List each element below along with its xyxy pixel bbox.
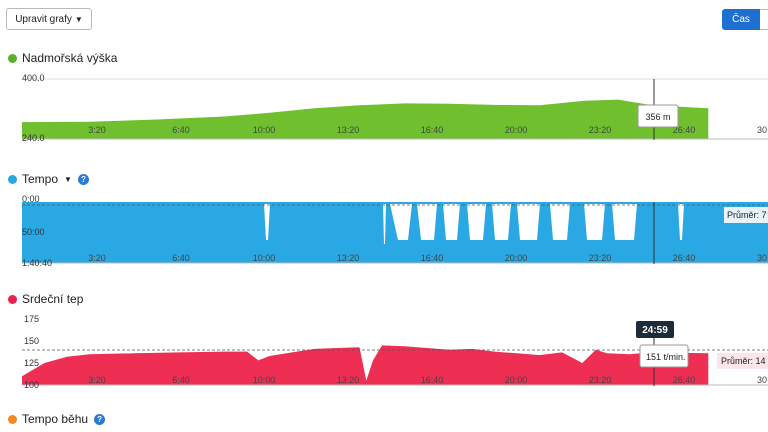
x-tick-label: 16:40 <box>421 375 444 385</box>
x-tick-label: 23:20 <box>589 375 612 385</box>
pace-gap <box>467 204 486 240</box>
pace-chart-svg: 0:00 50:00 1:40:40 3:20 6:40 10:00 13:20 16:… <box>22 194 768 266</box>
pace-gaps <box>264 204 684 244</box>
pace-y-label-mid: 50:00 <box>22 227 45 237</box>
x-tick-label: 26:40 <box>673 375 696 385</box>
pace-gap <box>264 204 270 240</box>
pace-gap <box>584 204 605 240</box>
x-tick-label: 10:00 <box>253 253 276 263</box>
pace-gap <box>492 204 511 240</box>
x-tick-label: 20:00 <box>505 375 528 385</box>
heart-rate-y-label-100: 100 <box>24 380 39 390</box>
elevation-ymax-label: 400.0 <box>22 73 45 83</box>
heart-rate-y-label-125: 125 <box>24 358 39 368</box>
x-tick-label: 13:20 <box>337 125 360 135</box>
pace-title: Tempo <box>22 172 59 186</box>
x-tick-label: 6:40 <box>172 253 190 263</box>
heart-rate-header: Srdeční tep <box>8 292 83 306</box>
x-tick-label: 16:40 <box>421 253 444 263</box>
x-tick-label: 30 <box>757 375 767 385</box>
heart-rate-chart[interactable]: 175 150 125 100 3:20 6:40 10:00 13:20 16:40 2… <box>0 312 768 390</box>
x-tick-label: 3:20 <box>88 375 106 385</box>
pace-average-label: Průměr: 7 <box>727 210 767 220</box>
heart-rate-time-badge <box>636 321 674 338</box>
elevation-chart-svg: 400.0 240.0 3:20 6:40 10:00 13:20 16:40 20:00… <box>22 73 768 142</box>
view-distance-button[interactable] <box>760 9 768 30</box>
elevation-chart[interactable]: 400.0 240.0 3:20 6:40 10:00 13:20 16:40 20:00… <box>0 72 768 142</box>
pace-chart[interactable]: 0:00 50:00 1:40:40 3:20 6:40 10:00 13:20 16:… <box>0 194 768 266</box>
running-pace-dot-icon <box>8 414 17 424</box>
caret-down-icon: ▼ <box>74 14 83 24</box>
x-tick-label: 13:20 <box>337 253 360 263</box>
elevation-area <box>22 99 709 139</box>
heart-rate-dot-icon <box>8 294 17 304</box>
heart-rate-cursor-time: 24:59 <box>642 325 668 336</box>
x-tick-label: 10:00 <box>253 125 276 135</box>
x-tick-label: 16:40 <box>421 125 444 135</box>
caret-down-icon[interactable]: ▼ <box>64 174 72 184</box>
heart-rate-area <box>22 345 709 385</box>
pace-gap <box>383 204 386 244</box>
elevation-header: Nadmořská výška <box>8 51 117 65</box>
pace-average-badge <box>724 207 768 223</box>
elevation-ymin-label: 240.0 <box>22 133 45 142</box>
view-toggle: Čas <box>722 9 768 30</box>
x-tick-label: 26:40 <box>673 253 696 263</box>
x-tick-label: 3:20 <box>88 253 106 263</box>
elevation-tooltip-box <box>637 104 679 128</box>
pace-gap <box>443 204 460 240</box>
pace-gap <box>612 204 637 240</box>
edit-charts-label: Upravit grafy <box>15 13 72 25</box>
running-pace-title: Tempo běhu <box>22 412 89 426</box>
x-tick-label: 20:00 <box>505 125 528 135</box>
pace-dot-icon <box>8 174 17 184</box>
x-tick-label: 23:20 <box>589 125 612 135</box>
heart-rate-y-label-150: 150 <box>24 336 39 346</box>
elevation-tooltip-value: 356 m <box>645 112 670 122</box>
pace-y-label-bottom: 1:40:40 <box>22 258 52 266</box>
x-tick-label: 30 <box>757 253 767 263</box>
x-tick-label: 6:40 <box>172 375 190 385</box>
pace-gap <box>678 204 684 240</box>
running-pace-header: Tempo běhu ? <box>8 412 106 426</box>
pace-gap <box>550 204 570 240</box>
x-tick-label: 13:20 <box>337 375 360 385</box>
heart-rate-tooltip-box <box>639 344 689 368</box>
help-icon[interactable]: ? <box>94 413 106 425</box>
pace-y-label-top: 0:00 <box>22 194 40 204</box>
help-icon[interactable]: ? <box>77 173 89 185</box>
heart-rate-y-label-175: 175 <box>24 314 39 324</box>
x-tick-label: 20:00 <box>505 253 528 263</box>
view-time-button[interactable]: Čas <box>722 9 760 30</box>
x-tick-label: 23:20 <box>589 253 612 263</box>
heart-rate-tooltip-value: 151 t/min. <box>646 352 686 362</box>
elevation-dot-icon <box>8 53 17 63</box>
x-tick-label: 30 <box>757 125 767 135</box>
elevation-title: Nadmořská výška <box>22 51 118 65</box>
pace-gap <box>417 204 437 240</box>
heart-rate-average-label: Průměr: 14 <box>721 356 766 366</box>
heart-rate-average-badge <box>717 353 768 369</box>
pace-header: Tempo ▼ ? <box>8 172 89 186</box>
edit-charts-button[interactable]: Upravit grafy ▼ <box>6 8 92 30</box>
x-tick-label: 26:40 <box>673 125 696 135</box>
x-tick-label: 10:00 <box>253 375 276 385</box>
heart-rate-title: Srdeční tep <box>22 292 84 306</box>
heart-rate-chart-svg: 175 150 125 100 3:20 6:40 10:00 13:20 16:40 2… <box>22 314 768 390</box>
x-tick-label: 6:40 <box>172 125 190 135</box>
x-tick-label: 3:20 <box>88 125 106 135</box>
pace-gap <box>517 204 540 240</box>
pace-gap <box>390 204 412 240</box>
